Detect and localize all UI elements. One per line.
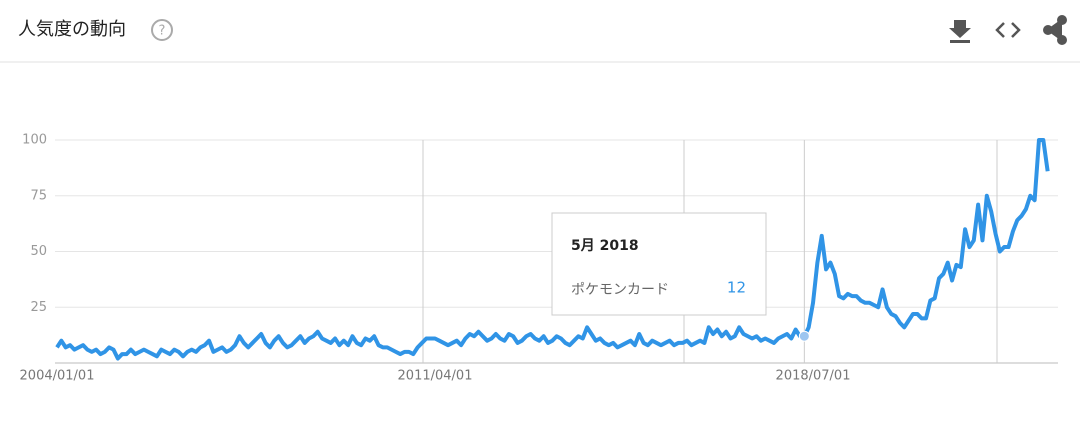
svg-text:?: ? [159,24,166,39]
share-icon[interactable] [1043,15,1067,45]
hover-point [798,330,810,342]
y-tick-label: 50 [30,244,47,259]
x-tick-label: 2011/04/01 [398,369,473,384]
x-tick-label: 2004/01/01 [20,369,95,384]
y-tick-label: 100 [22,133,47,148]
y-tick-label: 25 [30,300,47,315]
help-icon[interactable]: ? [151,19,173,41]
x-tick-label: 2018/07/01 [776,369,851,384]
tooltip-title: 5月 2018 [571,238,639,254]
tooltip-box [551,212,767,316]
tooltip: 5月 2018 ポケモンカード 12 [551,212,767,316]
tooltip-value: 12 [727,279,746,297]
trend-line [55,138,1050,361]
y-tick-label: 75 [30,188,47,203]
embed-icon[interactable] [995,22,1021,38]
line-layer [55,138,1050,363]
download-icon[interactable] [949,20,971,43]
tooltip-series: ポケモンカード [571,282,669,298]
widget-title: 人気度の動向 [18,19,126,40]
